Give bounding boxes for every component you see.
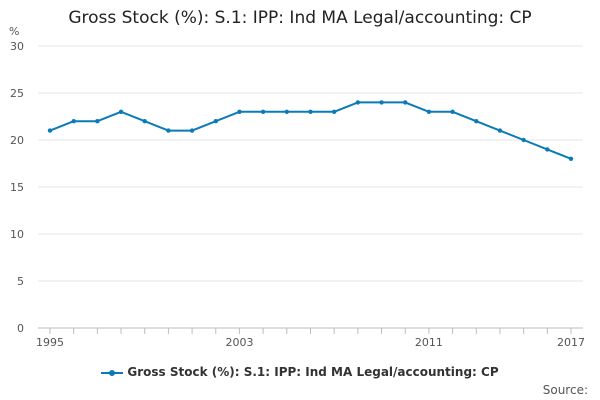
y-tick-label: 30 bbox=[10, 40, 24, 53]
x-tick-label: 2011 bbox=[415, 336, 443, 349]
gridlines bbox=[38, 45, 583, 329]
legend-series-label: Gross Stock (%): S.1: IPP: Ind MA Legal/… bbox=[127, 365, 499, 379]
x-tick-label: 2017 bbox=[557, 336, 585, 349]
data-point bbox=[331, 109, 337, 115]
x-tick-label: 2003 bbox=[225, 336, 253, 349]
data-point bbox=[284, 109, 290, 115]
data-point bbox=[568, 156, 574, 161]
data-point bbox=[237, 109, 242, 115]
data-point bbox=[474, 119, 479, 124]
y-tick-label: 20 bbox=[10, 134, 24, 147]
data-point bbox=[118, 109, 124, 115]
y-tick-label: 10 bbox=[10, 228, 24, 241]
data-point bbox=[426, 109, 432, 115]
legend[interactable]: Gross Stock (%): S.1: IPP: Ind MA Legal/… bbox=[0, 365, 600, 379]
data-point bbox=[403, 100, 408, 105]
data-point bbox=[213, 119, 218, 124]
data-point bbox=[450, 109, 455, 115]
y-tick-label: 25 bbox=[10, 87, 24, 100]
axes: 0 5 10 15 20 25 30 1995 2003 2011 2017 bbox=[10, 40, 585, 349]
chart-title: Gross Stock (%): S.1: IPP: Ind MA Legal/… bbox=[68, 8, 532, 28]
data-point bbox=[71, 119, 76, 124]
data-point bbox=[355, 100, 361, 105]
series-layer bbox=[47, 100, 574, 161]
data-point bbox=[95, 119, 100, 124]
data-point bbox=[545, 147, 550, 152]
y-axis-unit-label: % bbox=[9, 25, 20, 38]
y-tick-label: 0 bbox=[17, 322, 24, 335]
data-point bbox=[379, 100, 384, 105]
data-point bbox=[166, 128, 171, 133]
y-tick-label: 15 bbox=[10, 181, 24, 194]
legend-line-marker-icon bbox=[101, 368, 124, 378]
data-point bbox=[308, 109, 313, 115]
data-point bbox=[497, 128, 503, 133]
source-label: Source: bbox=[542, 383, 588, 397]
data-point bbox=[189, 128, 195, 133]
data-point bbox=[521, 137, 526, 143]
x-tick-label: 1995 bbox=[36, 336, 64, 349]
y-tick-label: 5 bbox=[17, 275, 24, 288]
data-point bbox=[260, 109, 266, 115]
data-point bbox=[47, 128, 53, 133]
data-point bbox=[142, 119, 147, 124]
